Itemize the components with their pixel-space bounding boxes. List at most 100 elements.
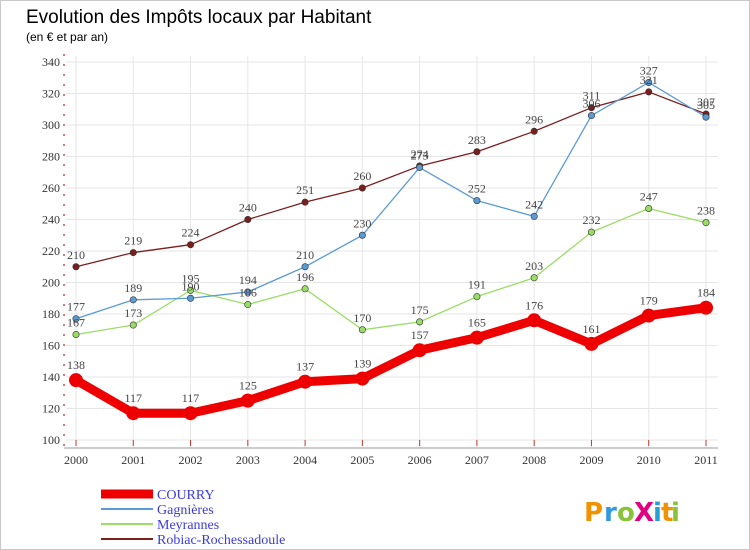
data-point bbox=[72, 315, 80, 323]
data-label: 137 bbox=[296, 360, 314, 374]
data-label: 189 bbox=[124, 281, 142, 295]
data-label: 161 bbox=[582, 322, 600, 336]
data-label: 173 bbox=[124, 306, 142, 320]
y-tick-label: 100 bbox=[42, 433, 60, 447]
data-label: 203 bbox=[525, 259, 543, 273]
data-label: 238 bbox=[697, 204, 715, 218]
chart-subtitle: (en € et par an) bbox=[26, 30, 108, 44]
data-label: 186 bbox=[239, 286, 257, 300]
legend-label-2: Meyrannes bbox=[157, 518, 219, 533]
data-label: 191 bbox=[468, 278, 486, 292]
y-tick-label: 220 bbox=[42, 244, 60, 258]
data-point bbox=[587, 104, 595, 112]
data-point bbox=[412, 343, 427, 358]
data-label: 224 bbox=[182, 226, 200, 240]
data-point bbox=[358, 184, 366, 192]
data-label: 327 bbox=[640, 63, 658, 77]
data-point bbox=[301, 285, 309, 293]
logo-letter: i bbox=[653, 498, 662, 528]
data-label: 240 bbox=[239, 201, 257, 215]
data-point bbox=[645, 88, 653, 96]
logo-letter: X bbox=[634, 498, 654, 528]
data-point bbox=[702, 113, 710, 121]
data-point bbox=[69, 373, 83, 388]
logo-letter: r bbox=[604, 498, 617, 528]
data-label: 157 bbox=[411, 328, 429, 342]
data-point bbox=[183, 406, 198, 421]
data-point bbox=[129, 296, 137, 304]
data-point bbox=[473, 148, 481, 156]
data-label: 274 bbox=[411, 147, 429, 161]
y-tick-label: 300 bbox=[42, 118, 60, 132]
axes: 100 120 140 160 180 200 220 240 260 280 300 320 340 2… bbox=[42, 54, 718, 467]
series-layer bbox=[69, 78, 713, 421]
data-point bbox=[584, 336, 599, 351]
data-label: 210 bbox=[296, 248, 314, 262]
data-label: 260 bbox=[353, 169, 371, 183]
data-point bbox=[187, 241, 195, 249]
data-label: 305 bbox=[697, 98, 715, 112]
data-label: 138 bbox=[67, 358, 85, 372]
data-label: 170 bbox=[353, 311, 371, 325]
y-tick-label: 160 bbox=[42, 339, 60, 353]
data-label: 165 bbox=[468, 316, 486, 330]
data-point bbox=[244, 301, 252, 309]
y-tick-label: 180 bbox=[42, 307, 60, 321]
data-point bbox=[187, 294, 195, 302]
data-point bbox=[126, 406, 141, 421]
x-tick-label: 2002 bbox=[179, 453, 203, 467]
y-tick-label: 280 bbox=[42, 150, 60, 164]
data-label: 125 bbox=[239, 379, 257, 393]
data-label: 230 bbox=[353, 216, 371, 230]
data-label: 176 bbox=[525, 298, 543, 312]
legend-label-1: Gagnières bbox=[157, 503, 214, 518]
legend: COURRYGagnièresMeyrannesRobiac-Rochessad… bbox=[101, 488, 285, 548]
y-tick-label: 260 bbox=[42, 181, 60, 195]
logo-letter: o bbox=[617, 498, 635, 528]
data-label: 252 bbox=[468, 182, 486, 196]
data-point bbox=[416, 164, 424, 172]
data-label: 307 bbox=[697, 95, 715, 109]
legend-label-0: COURRY bbox=[157, 488, 215, 503]
data-point bbox=[244, 216, 252, 224]
data-point bbox=[244, 288, 252, 296]
series-line-1 bbox=[75, 81, 707, 320]
data-point bbox=[358, 326, 366, 334]
data-label: 117 bbox=[182, 391, 200, 405]
data-label: 179 bbox=[640, 294, 658, 308]
data-label: 195 bbox=[182, 271, 200, 285]
data-label: 311 bbox=[583, 89, 601, 103]
data-label: 306 bbox=[582, 97, 600, 111]
data-point bbox=[298, 374, 313, 389]
data-point bbox=[530, 127, 538, 135]
data-label: 184 bbox=[697, 286, 715, 300]
data-point bbox=[240, 393, 255, 408]
data-point bbox=[129, 321, 137, 329]
data-point bbox=[301, 198, 309, 206]
x-tick-label: 2006 bbox=[408, 453, 432, 467]
data-label: 232 bbox=[582, 213, 600, 227]
data-label: 190 bbox=[182, 279, 200, 293]
data-point bbox=[527, 313, 542, 328]
data-point bbox=[645, 78, 653, 86]
data-point bbox=[355, 371, 370, 386]
data-point bbox=[72, 330, 80, 338]
data-point bbox=[530, 212, 538, 220]
x-tick-label: 2009 bbox=[579, 453, 603, 467]
data-point bbox=[129, 249, 137, 257]
x-tick-label: 2004 bbox=[293, 453, 317, 467]
data-label: 117 bbox=[124, 391, 142, 405]
logo-letter: t bbox=[661, 498, 673, 528]
series-line-3 bbox=[75, 91, 707, 268]
x-tick-label: 2001 bbox=[121, 453, 145, 467]
data-label: 177 bbox=[67, 300, 85, 314]
legend-label-3: Robiac-Rochessadoule bbox=[157, 533, 285, 548]
data-point bbox=[473, 197, 481, 205]
series-line-2 bbox=[75, 207, 707, 336]
data-point bbox=[473, 293, 481, 301]
data-label: 321 bbox=[640, 73, 658, 87]
data-label: 139 bbox=[353, 357, 371, 371]
data-label: 251 bbox=[296, 183, 314, 197]
